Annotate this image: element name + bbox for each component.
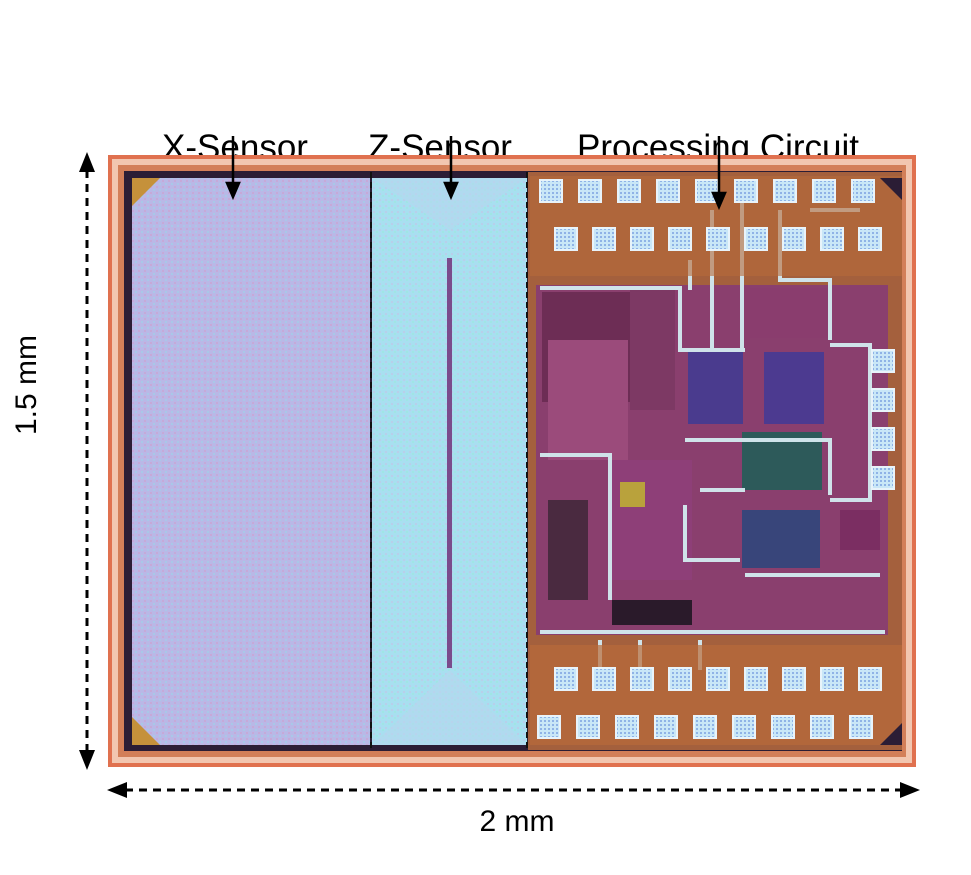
- circuit-block: [620, 482, 645, 507]
- bond-pads: [537, 179, 895, 739]
- bond-pad: [592, 667, 616, 691]
- bond-pad: [871, 466, 895, 490]
- x-sensor-coil: [132, 178, 370, 745]
- bond-pad: [706, 227, 730, 251]
- bond-pad: [744, 667, 768, 691]
- bond-pad: [539, 179, 563, 203]
- circuit-block: [612, 460, 692, 580]
- label-arrows: [225, 136, 727, 211]
- bond-pad: [668, 667, 692, 691]
- bond-pad: [668, 227, 692, 251]
- bond-pad: [615, 715, 639, 739]
- bond-pad: [578, 179, 602, 203]
- z-sensor-coil: [372, 178, 527, 745]
- bond-pad: [871, 427, 895, 451]
- bond-pad: [656, 179, 680, 203]
- bond-pad: [871, 388, 895, 412]
- bond-pad: [849, 715, 873, 739]
- bond-pad: [693, 715, 717, 739]
- bond-pad: [554, 667, 578, 691]
- width-dimension-arrow: [107, 782, 920, 798]
- width-dimension-label: 2 mm: [479, 805, 555, 838]
- circuit-block: [742, 510, 820, 568]
- bond-pad: [706, 667, 730, 691]
- bond-pad: [782, 227, 806, 251]
- bond-pad: [782, 667, 806, 691]
- bond-pad: [820, 667, 844, 691]
- bond-pad: [858, 227, 882, 251]
- bond-pad: [771, 715, 795, 739]
- circuit-block: [630, 290, 675, 410]
- circuit-block: [750, 288, 830, 338]
- circuit-block: [764, 352, 824, 424]
- bond-pad: [858, 667, 882, 691]
- bond-pad: [576, 715, 600, 739]
- bond-pad: [732, 715, 756, 739]
- circuit-block: [840, 510, 880, 550]
- bond-pad: [630, 667, 654, 691]
- bond-pad: [851, 179, 875, 203]
- bond-pad: [592, 227, 616, 251]
- bond-pad: [871, 349, 895, 373]
- bond-pad: [630, 227, 654, 251]
- circuit-block: [548, 500, 588, 600]
- bond-pad: [617, 179, 641, 203]
- bond-pad: [654, 715, 678, 739]
- circuit-block: [688, 352, 743, 424]
- bond-pad: [773, 179, 797, 203]
- bond-pad: [537, 715, 561, 739]
- bond-pad: [744, 227, 768, 251]
- height-dimension-arrow: [79, 152, 95, 770]
- bond-pad: [820, 227, 844, 251]
- bond-pad: [734, 179, 758, 203]
- circuit-block: [612, 600, 692, 625]
- bond-pad: [810, 715, 834, 739]
- bond-pad: [812, 179, 836, 203]
- bond-pad: [554, 227, 578, 251]
- processing-circuit-region: [528, 172, 902, 750]
- circuit-block: [548, 340, 628, 460]
